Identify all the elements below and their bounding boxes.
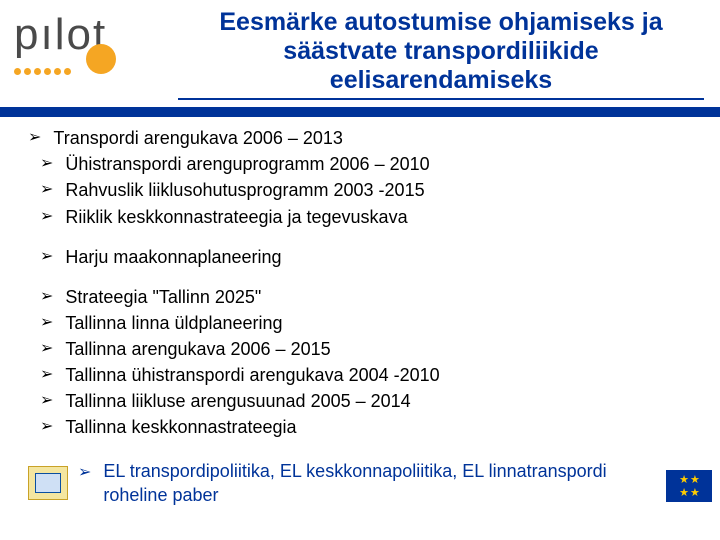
bullet-arrow-icon: ➢ (40, 388, 53, 414)
bullet-text: Tallinna keskkonnastrateegia (65, 414, 296, 440)
bullet-text: Rahvuslik liiklusohutusprogramm 2003 -20… (65, 177, 424, 203)
header-divider-bar (0, 107, 720, 117)
list-item: ➢ Harju maakonnaplaneering (28, 244, 700, 270)
bullet-text: Transpordi arengukava 2006 – 2013 (53, 125, 343, 151)
logo-small-dots-icon (14, 62, 74, 80)
footer-line-2: roheline paber (103, 485, 218, 505)
slide-title: Eesmärke autostumise ohjamiseks ja sääst… (178, 4, 712, 106)
bullet-text: Tallinna liikluse arengusuunad 2005 – 20… (65, 388, 410, 414)
list-item: ➢ Riiklik keskkonnastrateegia ja tegevus… (28, 204, 700, 230)
header: pılot Eesmärke autostumise ohjamiseks ja… (0, 0, 720, 106)
list-item: ➢ Tallinna liikluse arengusuunad 2005 – … (28, 388, 700, 414)
bullet-arrow-icon: ➢ (40, 362, 53, 388)
estonia-emblem-icon (28, 466, 68, 500)
footer-line: EL transpordipoliitika, EL keskkonnapoli… (103, 460, 606, 507)
title-line-3: eelisarendamiseks (330, 66, 552, 94)
bullet-group-2: ➢ Harju maakonnaplaneering (28, 244, 700, 270)
bullet-group-1: ➢ Transpordi arengukava 2006 – 2013 ➢ Üh… (28, 125, 700, 229)
bullet-text: Tallinna linna üldplaneering (65, 310, 282, 336)
footer-bullet: ➢ EL transpordipoliitika, EL keskkonnapo… (78, 460, 656, 507)
bullet-arrow-icon: ➢ (40, 310, 53, 336)
list-item: ➢ Tallinna arengukava 2006 – 2015 (28, 336, 700, 362)
footer-line-1: EL transpordipoliitika, EL keskkonnapoli… (103, 461, 606, 481)
logo-dot-icon (86, 44, 116, 74)
list-item: ➢ Tallinna linna üldplaneering (28, 310, 700, 336)
title-underline (178, 98, 704, 100)
list-item: ➢ Ühistranspordi arenguprogramm 2006 – 2… (28, 151, 700, 177)
bullet-text: Ühistranspordi arenguprogramm 2006 – 201… (65, 151, 429, 177)
bullet-text: Riiklik keskkonnastrateegia ja tegevuska… (65, 204, 407, 230)
title-line-1: Eesmärke autostumise ohjamiseks ja (219, 8, 662, 36)
bullet-arrow-icon: ➢ (28, 125, 41, 151)
bullet-arrow-icon: ➢ (40, 414, 53, 440)
eu-stars-icon: ★ ★★ ★ (679, 473, 699, 499)
eu-flag-icon: ★ ★★ ★ (666, 470, 712, 502)
bullet-group-3: ➢ Strateegia "Tallinn 2025" ➢ Tallinna l… (28, 284, 700, 441)
bullet-arrow-icon: ➢ (78, 460, 91, 486)
list-item: ➢ Tallinna ühistranspordi arengukava 200… (28, 362, 700, 388)
bullet-arrow-icon: ➢ (40, 204, 53, 230)
title-line-2: säästvate transpordiliikide (283, 37, 598, 65)
bullet-arrow-icon: ➢ (40, 336, 53, 362)
pilot-logo: pılot (8, 4, 178, 82)
list-item: ➢ Transpordi arengukava 2006 – 2013 (28, 125, 700, 151)
bullet-arrow-icon: ➢ (40, 244, 53, 270)
list-item: ➢ Tallinna keskkonnastrateegia (28, 414, 700, 440)
bullet-arrow-icon: ➢ (40, 151, 53, 177)
bullet-text: Tallinna arengukava 2006 – 2015 (65, 336, 330, 362)
footer-text-block: ➢ EL transpordipoliitika, EL keskkonnapo… (68, 460, 666, 507)
bullet-arrow-icon: ➢ (40, 177, 53, 203)
list-item: ➢ Rahvuslik liiklusohutusprogramm 2003 -… (28, 177, 700, 203)
bullet-text: Harju maakonnaplaneering (65, 244, 281, 270)
bullet-arrow-icon: ➢ (40, 284, 53, 310)
bullet-text: Strateegia "Tallinn 2025" (65, 284, 261, 310)
footer: ➢ EL transpordipoliitika, EL keskkonnapo… (0, 454, 720, 507)
list-item: ➢ Strateegia "Tallinn 2025" (28, 284, 700, 310)
content-area: ➢ Transpordi arengukava 2006 – 2013 ➢ Üh… (0, 117, 720, 440)
bullet-text: Tallinna ühistranspordi arengukava 2004 … (65, 362, 439, 388)
